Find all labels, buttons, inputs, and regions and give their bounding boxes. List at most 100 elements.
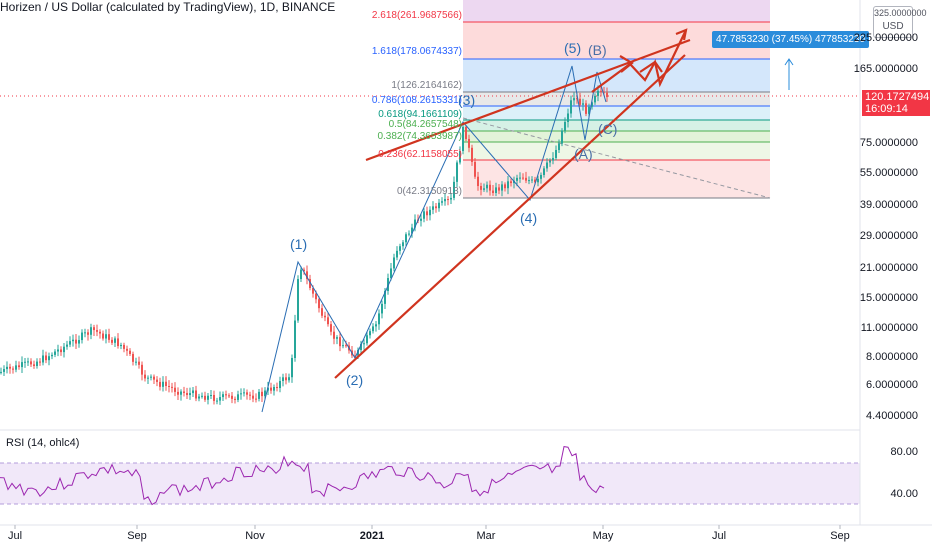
candle-body [465,126,467,139]
time-label: Mar [476,530,496,542]
fib-label-2618: 2.618(261.9687566) [371,10,462,21]
candle-body [411,227,413,234]
candle-body [462,126,464,152]
candle-body [81,332,83,341]
wedge-trendlines [334,28,691,379]
candle-body [477,176,479,187]
candle-body [186,392,188,396]
time-label: Jul [7,530,23,542]
price-label: 8.0000000 [866,351,918,363]
candle-body [597,90,599,96]
candle-body [279,381,281,389]
candle-body [45,355,47,361]
rsi-label: RSI (14, ohlc4) [6,437,80,449]
candle-body [474,161,476,177]
candle-body [372,326,374,332]
candle-body [471,147,473,162]
candle-body [303,269,305,272]
candle-body [264,390,266,397]
candle-body [273,387,275,391]
candle-body [402,242,404,247]
candle-body [507,181,509,189]
candle-body [327,317,329,325]
candle-body [6,366,8,370]
candle-body [468,138,470,148]
fib-label-05: 0.5(84.2657548) [388,119,462,130]
candle-body [72,339,74,342]
candle-body [549,160,551,163]
currency-button[interactable]: 325.0000000 USD [873,6,927,38]
candle-body [69,341,71,345]
candle-body [423,211,425,219]
time-label: 2021 [359,530,385,542]
candle-body [228,395,230,397]
time-label: Nov [245,530,265,542]
candle-body [309,279,311,289]
candle-body [60,349,62,353]
candle-body [438,202,440,209]
candle-body [84,332,86,334]
candle-body [255,398,257,400]
candle-body [510,181,512,184]
candle-body [15,365,17,370]
measure-tag[interactable]: 47.7853230 (37.45%) 477853230 [712,31,870,48]
candle-body [540,174,542,179]
candle-body [564,121,566,131]
candle-body [99,331,101,334]
candle-body [126,348,128,351]
candle-body [30,361,32,365]
countdown-timer: 16:09:14 [865,103,908,115]
candle-body [522,177,524,179]
candle-body [234,398,236,400]
candle-body [330,324,332,332]
rsi-pane [0,429,860,506]
candle-body [315,293,317,300]
candle-body [366,335,368,344]
candle-body [135,361,137,363]
candle-body [27,361,29,363]
price-label: 225.0000000 [853,32,918,44]
candle-body [189,393,191,396]
candle-body [306,271,308,280]
candle-body [285,377,287,381]
candle-body [525,177,527,181]
time-label: Sep [127,530,147,542]
candle-body [360,343,362,350]
candle-body [294,320,296,359]
candle-body [333,331,335,339]
candle-body [312,288,314,294]
candle-body [339,337,341,347]
time-axis-ticks [14,525,841,529]
candle-body [102,333,104,339]
candle-body [606,92,608,98]
candle-body [90,327,92,335]
wave-label-a: (A) [574,146,593,162]
time-label: Jul [711,530,727,542]
rsi-level-40: 40.00 [890,488,918,500]
candle-body [300,269,302,280]
candle-body [57,349,59,352]
fib-label-0236: 0.236(62.1158055) [378,149,462,160]
candle-body [252,395,254,399]
candle-body [93,327,95,331]
candle-body [36,361,38,366]
candle-body [0,371,2,373]
candle-body [444,199,446,202]
candle-body [18,365,20,368]
fib-label-0382: 0.382(74.3653987) [377,131,462,142]
candle-body [153,376,155,380]
price-label: 21.0000000 [859,262,918,274]
candle-body [534,179,536,183]
candle-body [156,379,158,382]
wave-label-5: (5) [564,40,582,56]
time-label: Sep [830,530,850,542]
candle-body [66,344,68,347]
candle-body [210,395,212,397]
candle-body [123,344,125,349]
candle-body [528,180,530,182]
candle-body [342,345,344,347]
currency-button-price: 325.0000000 [874,8,927,18]
candle-body [75,339,77,344]
fib-zones [463,0,770,199]
